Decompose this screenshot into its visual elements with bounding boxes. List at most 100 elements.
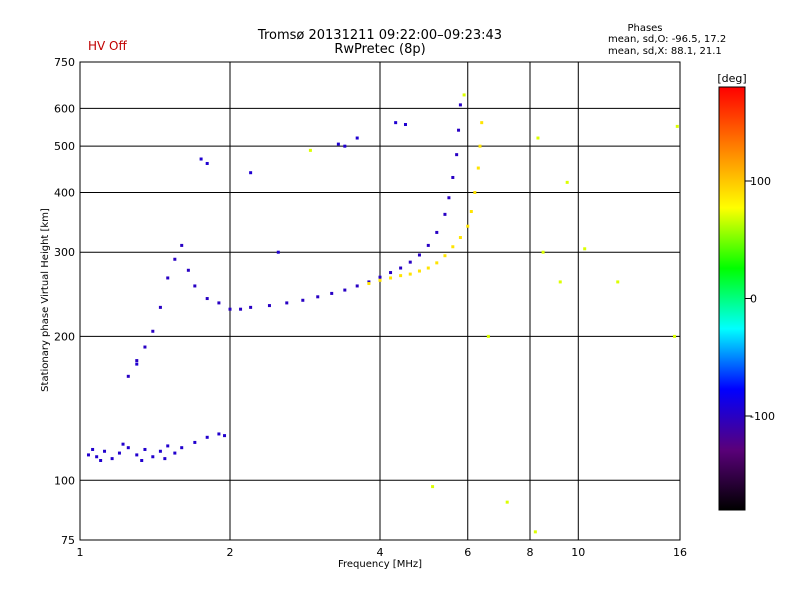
data-point: [541, 250, 545, 254]
data-point: [343, 288, 347, 292]
data-point: [135, 453, 139, 457]
data-point: [135, 362, 139, 366]
data-point: [558, 280, 562, 284]
data-point: [173, 451, 177, 455]
data-point: [285, 301, 289, 305]
x-tick-label: 16: [673, 546, 687, 559]
x-axis-label: Frequency [MHz]: [338, 559, 422, 570]
data-point: [408, 272, 412, 276]
phase-stats-title: Phases: [627, 23, 662, 34]
data-point: [466, 224, 470, 228]
data-point: [110, 457, 114, 461]
colorbar: [718, 86, 746, 511]
phase-stats-x: mean, sd,X: 88.1, 21.1: [608, 46, 722, 57]
data-point: [180, 243, 184, 247]
y-tick-label: 500: [54, 140, 75, 153]
chart-title-line1: Tromsø 20131211 09:22:00–09:23:43: [257, 28, 502, 43]
data-point: [583, 247, 587, 251]
data-point: [126, 374, 130, 378]
hv-status-label: HV Off: [88, 39, 127, 53]
data-point: [91, 447, 95, 451]
data-point: [399, 274, 403, 278]
data-point: [199, 157, 203, 161]
chart-title-line2: RwPretec (8p): [334, 42, 425, 57]
x-tick-label: 1: [77, 546, 84, 559]
data-point: [143, 447, 147, 451]
data-point: [435, 261, 439, 265]
data-point: [140, 458, 144, 462]
data-point: [403, 123, 407, 127]
data-point: [151, 329, 155, 333]
data-point: [158, 305, 162, 309]
data-point: [394, 121, 398, 125]
data-point: [673, 334, 677, 338]
data-point: [249, 305, 253, 309]
x-tick-label: 8: [527, 546, 534, 559]
data-point: [249, 171, 253, 175]
data-point: [217, 301, 221, 305]
data-point: [103, 449, 107, 453]
data-point: [86, 453, 90, 457]
data-point: [473, 190, 477, 194]
data-point: [355, 136, 359, 140]
colorbar-tick-label: -100: [750, 410, 775, 423]
data-point: [367, 282, 371, 286]
data-point: [478, 144, 482, 148]
data-point: [451, 245, 455, 249]
data-point: [276, 250, 280, 254]
data-point: [135, 359, 139, 363]
data-point: [378, 278, 382, 282]
data-point: [308, 148, 312, 152]
grid: [79, 61, 681, 541]
data-point: [447, 196, 451, 200]
colorbar-label: [deg]: [717, 72, 746, 85]
data-point: [462, 93, 466, 97]
y-axis-ticks: 75 100 200 300 400 500 600 750: [54, 56, 75, 547]
data-point: [163, 457, 167, 461]
data-point: [330, 291, 334, 295]
data-point: [193, 284, 197, 288]
data-point: [180, 446, 184, 450]
y-tick-label: 200: [54, 330, 75, 343]
data-point: [616, 280, 620, 284]
data-point: [417, 269, 421, 273]
data-point: [451, 175, 455, 179]
data-points: [86, 93, 679, 534]
data-point: [389, 271, 393, 275]
data-point: [217, 432, 221, 436]
data-point: [458, 236, 462, 240]
data-point: [426, 266, 430, 270]
data-point: [536, 136, 540, 140]
data-point: [143, 345, 147, 349]
data-point: [316, 295, 320, 299]
y-tick-label: 300: [54, 246, 75, 259]
data-point: [126, 446, 130, 450]
data-point: [95, 455, 99, 459]
x-axis-ticks: 1 2 4 6 8 10 16: [77, 546, 688, 559]
y-tick-label: 750: [54, 56, 75, 69]
data-point: [408, 260, 412, 264]
y-tick-label: 75: [61, 534, 75, 547]
x-tick-label: 6: [464, 546, 471, 559]
data-point: [301, 298, 305, 302]
data-point: [166, 444, 170, 448]
data-point: [480, 121, 484, 125]
data-point: [389, 276, 393, 280]
data-point: [675, 124, 679, 128]
data-point: [431, 485, 435, 489]
data-point: [458, 103, 462, 107]
data-point: [205, 161, 209, 165]
y-axis-label: Stationary phase Virtual Height [km]: [40, 208, 51, 392]
x-tick-label: 2: [227, 546, 234, 559]
y-tick-label: 400: [54, 186, 75, 199]
colorbar-tick-label: 100: [750, 175, 771, 188]
data-point: [343, 144, 347, 148]
data-point: [378, 275, 382, 279]
colorbar-tick-label: 0: [750, 293, 757, 306]
data-point: [158, 449, 162, 453]
data-point: [117, 451, 121, 455]
x-tick-label: 4: [377, 546, 384, 559]
data-point: [99, 458, 103, 462]
data-point: [223, 434, 227, 438]
data-point: [166, 276, 170, 280]
